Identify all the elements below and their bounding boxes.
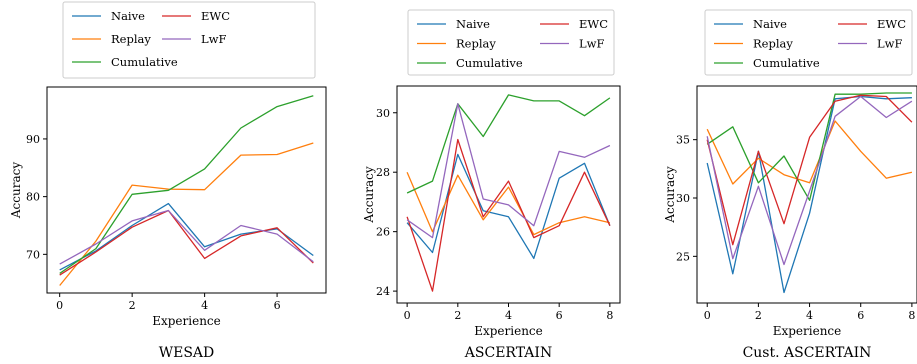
series-line-lwf: [406, 103, 611, 239]
x-tick-label: 6: [556, 309, 563, 322]
x-tick-label: 2: [129, 299, 136, 312]
series-line-cumulative: [706, 92, 912, 201]
series-line-cumulative: [59, 95, 314, 274]
legend: Naive Replay Cumulative EWC LwF: [407, 9, 615, 76]
chart-panel-1: 0 2 4 6 70 80 90 Experience Accuracy WESAD Naive Re…: [9, 1, 327, 361]
chart-panel-2: 0 2 4 6 824262830ExperienceAccuracyASCERTAIN…: [362, 9, 621, 361]
y-tick-label: 90: [26, 133, 40, 146]
legend-label-naive: Naive: [111, 9, 145, 23]
legend: Naive Replay Cumulative EWC LwF: [62, 1, 316, 79]
series-line-ewc: [406, 138, 611, 292]
legend-label-naive: Naive: [753, 17, 787, 31]
chart-title: WESAD: [159, 345, 215, 361]
y-axis-label: Accuracy: [663, 166, 677, 223]
y-tick-label: 25: [676, 250, 690, 263]
plot-frame: [696, 85, 917, 304]
x-tick-label: 0: [56, 299, 63, 312]
x-tick-label: 2: [755, 309, 762, 322]
x-axis-label: Experience: [474, 324, 543, 338]
y-tick-label: 70: [26, 248, 40, 261]
legend-label-lwf: LwF: [877, 37, 902, 51]
y-axis-label: Accuracy: [9, 162, 23, 219]
legend-label-lwf: LwF: [201, 32, 226, 46]
series-line-cumulative: [406, 94, 611, 194]
plot-frame: [396, 85, 621, 304]
legend-label-ewc: EWC: [579, 17, 608, 31]
y-tick-label: 26: [376, 226, 390, 239]
y-tick-label: 24: [376, 285, 390, 298]
legend-label-replay: Replay: [456, 37, 496, 51]
x-tick-label: 6: [274, 299, 281, 312]
x-tick-label: 4: [201, 299, 208, 312]
series-line-lwf: [706, 95, 913, 266]
y-tick-label: 30: [376, 107, 390, 120]
series-line-naive: [59, 202, 314, 271]
x-tick-label: 2: [454, 309, 461, 322]
legend-frame: [407, 9, 615, 76]
y-tick-label: 30: [676, 192, 690, 205]
series-line-ewc: [706, 94, 913, 246]
series-line-lwf: [59, 209, 314, 265]
x-tick-label: 0: [704, 309, 711, 322]
x-axis-label: Experience: [152, 314, 221, 328]
plot-frame: [46, 86, 327, 294]
legend-frame: [62, 1, 316, 79]
legend-frame: [704, 9, 913, 76]
legend-label-cumulative: Cumulative: [111, 55, 178, 69]
y-tick-label: 80: [26, 191, 40, 204]
x-tick-label: 4: [505, 309, 512, 322]
legend-label-replay: Replay: [111, 32, 151, 46]
series-line-naive: [406, 153, 611, 260]
x-tick-label: 8: [908, 309, 915, 322]
x-tick-label: 0: [404, 309, 411, 322]
series-line-replay: [706, 120, 913, 185]
series-line-replay: [406, 171, 611, 236]
series-line-replay: [59, 142, 314, 286]
legend: Naive Replay Cumulative EWC LwF: [704, 9, 913, 76]
legend-label-ewc: EWC: [877, 17, 906, 31]
x-tick-label: 8: [606, 309, 613, 322]
y-tick-label: 35: [676, 134, 690, 147]
legend-label-ewc: EWC: [201, 9, 230, 23]
chart-panel-3: 0 2 4 6 8 25 30 35 Experience Accuracy Cust. ASCER…: [663, 9, 917, 361]
legend-label-naive: Naive: [456, 17, 490, 31]
x-axis-label: Experience: [773, 324, 842, 338]
series-line-naive: [706, 95, 912, 294]
chart-title: ASCERTAIN: [464, 345, 552, 361]
y-axis-label: Accuracy: [362, 166, 376, 223]
x-tick-label: 6: [857, 309, 864, 322]
y-tick-label: 28: [376, 166, 390, 179]
x-tick-label: 4: [806, 309, 813, 322]
chart-title: Cust. ASCERTAIN: [743, 345, 872, 361]
legend-label-cumulative: Cumulative: [456, 56, 523, 70]
series-line-ewc: [59, 209, 314, 276]
legend-label-lwf: LwF: [579, 37, 604, 51]
legend-label-cumulative: Cumulative: [753, 56, 820, 70]
legend-label-replay: Replay: [753, 37, 793, 51]
